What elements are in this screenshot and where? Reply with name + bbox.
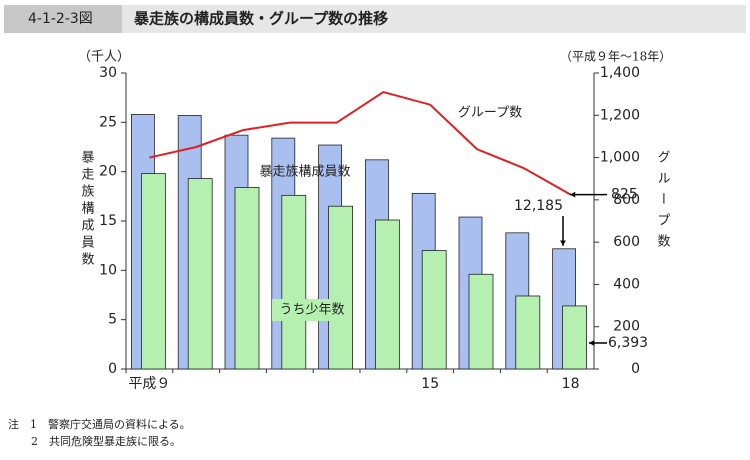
bar [281,194,307,370]
y-tick-label: 25 [99,114,117,130]
note: 注 1 警察庁交通局の資料による。 [8,417,191,431]
y-tick-label: 15 [99,213,117,229]
value-label: 6,393 [608,335,648,351]
note: 2 共同危険型暴走族に限る。 [31,434,181,448]
bar [562,305,587,370]
arrow-head [560,240,566,246]
value-label: 12,185 [514,198,563,214]
bar [328,205,354,370]
y2-tick-label: 1,400 [600,65,640,81]
arrow-head [570,191,576,198]
bar [468,273,494,370]
y-label: 暴走族構成員数 [79,150,95,269]
header-band [4,5,746,33]
header-number-box [4,5,122,33]
y-tick-label: 5 [108,312,117,328]
arrow-head [589,340,595,346]
bar [515,295,541,370]
y-tick-label: 0 [108,361,117,377]
y-unit: （千人） [78,50,130,65]
y-tick-label: 20 [99,164,117,180]
series-label: うち少年数 [279,303,344,318]
figure-number: 4-1-2-3図 [28,11,93,27]
chart-title: 暴走族の構成員数・グループ数の推移 [134,10,388,28]
series-label: 暴走族構成員数 [259,164,350,180]
x-tick-label: 15 [421,376,439,392]
y-tick-label: 10 [99,262,117,278]
bar [187,178,213,370]
y-tick-label: 30 [99,65,117,81]
bar [421,250,447,370]
bar [234,187,260,370]
y2-tick-label: 400 [613,276,640,292]
line [149,90,572,196]
label-bg [272,299,352,321]
x-tick-label: 18 [562,376,580,392]
y2-tick-label: 800 [613,192,640,208]
y2-tick-label: 200 [613,319,640,335]
y2-tick-label: 600 [613,234,640,250]
series-label: グループ数 [458,106,522,121]
x-tick-label: 平成９ [128,376,170,392]
value-label: 825 [611,187,638,203]
y2-tick-label: 0 [631,361,640,377]
bar [140,173,166,370]
y2-label: グループ数 [655,150,671,255]
x-range-label: （平成９年～18年） [560,50,671,64]
bar [374,219,400,370]
y2-tick-label: 1,000 [600,150,640,166]
y2-tick-label: 1,200 [600,107,640,123]
